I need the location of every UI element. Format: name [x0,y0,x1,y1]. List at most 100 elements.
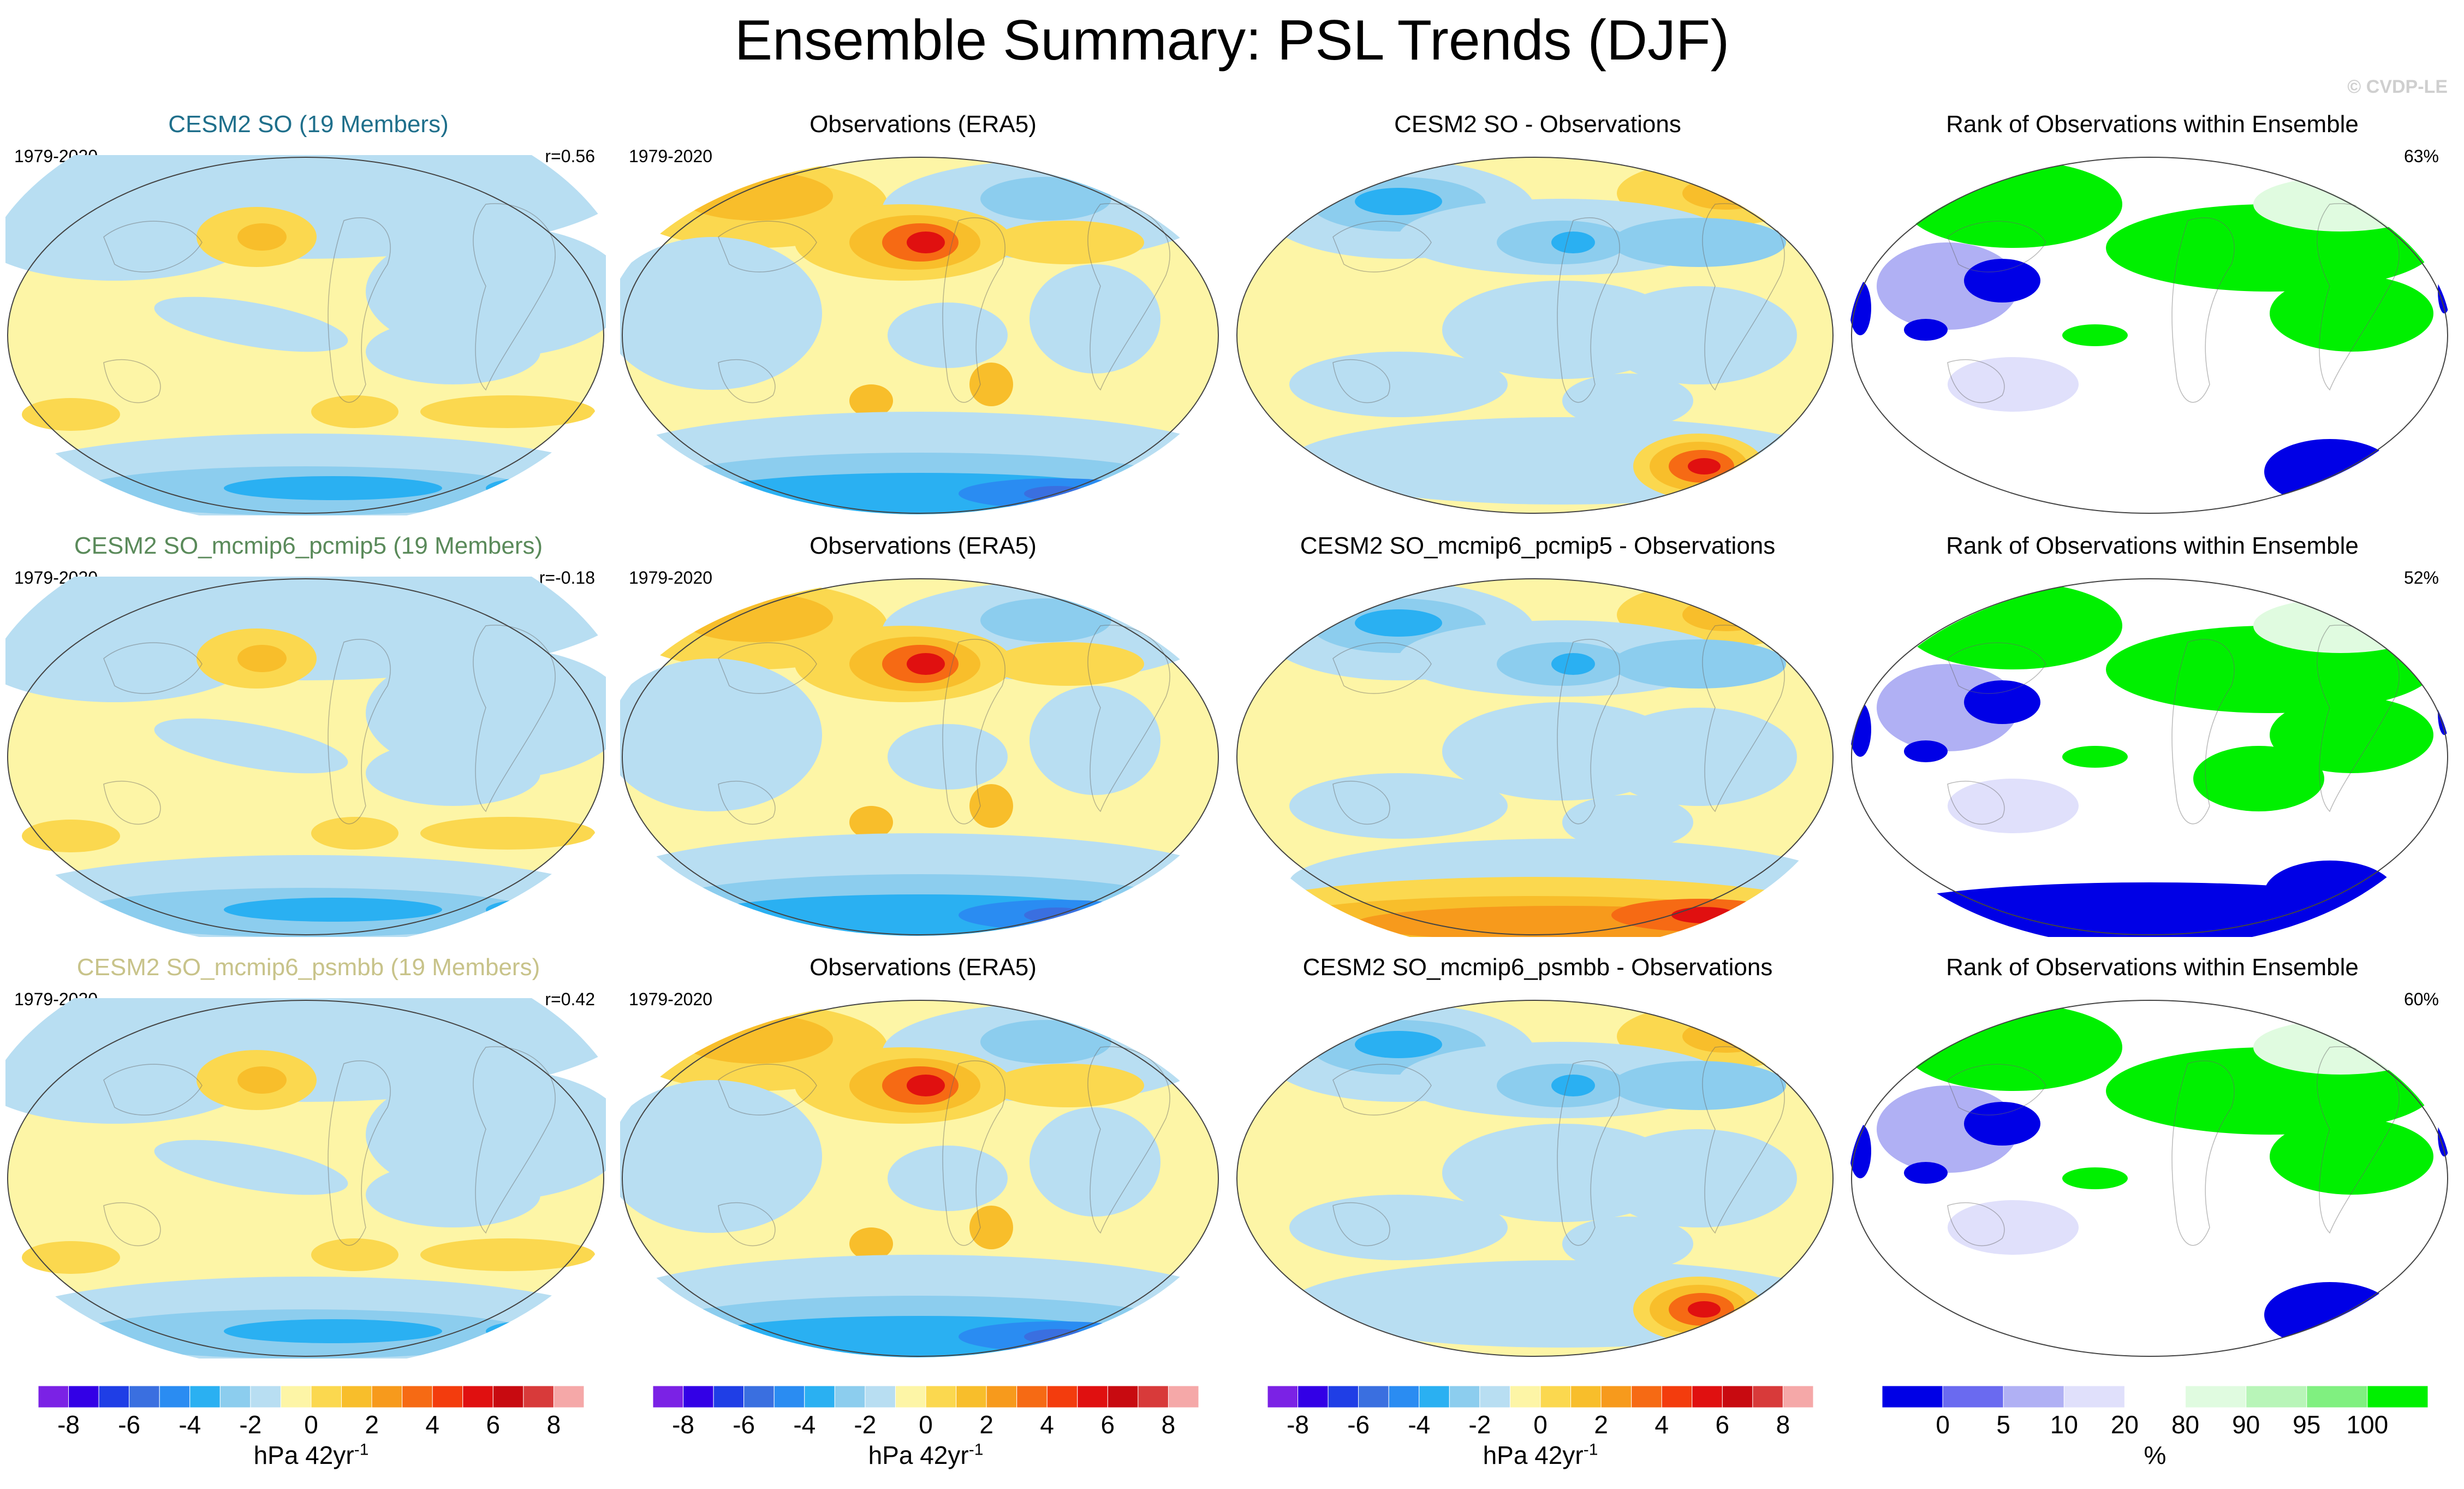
obs-title: Observations (ERA5) [810,111,1037,138]
correlation-label: r=-0.18 [539,568,595,588]
colorbar-swatch [1540,1385,1572,1408]
colorbar-swatch [1077,1385,1108,1408]
colorbar-tick-label: -8 [57,1410,80,1439]
colorbar-swatch [523,1385,554,1408]
map-area [1849,998,2455,1367]
diff-panel-row-3: CESM2 SO_mcmip6_psmbb - Observations [1235,952,1841,1367]
colorbar-swatch [402,1385,433,1408]
rank-map-1 [1849,157,2451,514]
rank-title: Rank of Observations within Ensemble [1946,532,2359,559]
colorbar-swatch [1388,1385,1420,1408]
colorbar-tick-label: 6 [486,1410,501,1439]
colorbar-tick-label: 8 [1776,1410,1790,1439]
map-area [604,998,1231,1367]
model-panel-row-3: CESM2 SO_mcmip6_psmbb (19 Members) 1979-2… [0,938,633,1369]
colorbar-units-label: hPa 42yr-1 [868,1440,984,1469]
colorbar-swatch [834,1385,866,1408]
colorbar-swatch [2306,1385,2368,1408]
rank-map-3 [1849,1000,2451,1357]
colorbar-tick-label: -6 [733,1410,755,1439]
correlation-label: r=0.42 [545,989,595,1009]
colorbar-units-label: hPa 42yr-1 [253,1440,369,1469]
colorbar-swatch [804,1385,835,1408]
obs-title: Observations (ERA5) [810,954,1037,981]
colorbar-swatch [219,1385,251,1408]
colorbar-tick-label: 10 [2050,1410,2078,1439]
model-title: CESM2 SO_mcmip6_pcmip5 (19 Members) [74,532,543,559]
colorbar-tick-label: -6 [1347,1410,1370,1439]
colorbar-tick-label: -6 [118,1410,141,1439]
colorbar-swatch [2063,1385,2125,1408]
trend-colorbar: -8 -6 -4 -2 0 2 4 6 8 hPa 42yr-1 [652,1385,1199,1484]
model-title: CESM2 SO_mcmip6_psmbb (19 Members) [76,954,540,981]
rank-colorbar: 0 5 10 20 80 90 95 100% [1882,1385,2429,1484]
colorbar-swatch [462,1385,493,1408]
colorbar-swatch [895,1385,926,1408]
map-area [1849,155,2455,524]
colorbar-swatch [1631,1385,1662,1408]
colorbar-swatch [683,1385,714,1408]
colorbar-swatch [1752,1385,1783,1408]
colorbar-swatch [1328,1385,1359,1408]
colorbar-swatch [652,1385,684,1408]
colorbar-tick-label: 0 [919,1410,933,1439]
colorbar-swatch [1479,1385,1510,1408]
colorbar-swatch [1782,1385,1814,1408]
trend-colorbar: -8 -6 -4 -2 0 2 4 6 8 hPa 42yr-1 [38,1385,585,1484]
colorbar-swatch [1298,1385,1329,1408]
colorbar-tick-label: -2 [1468,1410,1491,1439]
colorbar-swatch [1168,1385,1199,1408]
rank-percent: 52% [2403,568,2439,588]
map-area [0,95,633,526]
model-title: CESM2 SO (19 Members) [168,111,449,138]
colorbar-swatch [1882,1385,1943,1408]
colorbar-tick-label: 0 [304,1410,318,1439]
colorbar-swatches [652,1385,1199,1408]
colorbar-swatch [311,1385,342,1408]
colorbar-tick-label: 4 [1040,1410,1055,1439]
colorbar-swatch [1358,1385,1389,1408]
colorbar-tick-label: 2 [979,1410,993,1439]
map-area [1235,155,1841,524]
colorbar-swatch [1600,1385,1632,1408]
colorbar-tick-label: -4 [793,1410,816,1439]
obs-map-3 [604,1000,1231,1357]
rank-title: Rank of Observations within Ensemble [1946,954,2359,981]
colorbar-swatch [371,1385,403,1408]
map-area [1235,998,1841,1367]
colorbar-swatch [713,1385,745,1408]
colorbar-tick-label: 80 [2171,1410,2200,1439]
colorbar-units-label: hPa 42yr-1 [1483,1440,1598,1469]
colorbar-tick-label: 2 [365,1410,379,1439]
colorbar-swatch [280,1385,312,1408]
colorbar-tick-label: -4 [1408,1410,1431,1439]
colorbar-tick-label: -8 [672,1410,694,1439]
colorbar-tick-label: 6 [1715,1410,1730,1439]
diff-title: CESM2 SO - Observations [1394,111,1681,138]
colorbar-tick-label: 95 [2293,1410,2321,1439]
colorbar-tick-label: 2 [1594,1410,1608,1439]
colorbar-tick-label: 0 [1936,1410,1950,1439]
colorbar-swatch [925,1385,957,1408]
colorbar-tick-label: 8 [546,1410,561,1439]
colorbar-swatch [2246,1385,2307,1408]
obs-title: Observations (ERA5) [810,532,1037,559]
obs-panel-row-2: Observations (ERA5) 1979-2020 [604,531,1231,946]
map-area [0,517,633,948]
period-label: 1979-2020 [629,568,713,588]
map-area [0,938,633,1369]
colorbar-swatch [1661,1385,1693,1408]
colorbar-swatch [98,1385,130,1408]
colorbar-swatch [1046,1385,1078,1408]
rank-title: Rank of Observations within Ensemble [1946,111,2359,138]
diff-panel-row-1: CESM2 SO - Observations [1235,109,1841,524]
colorbar-swatch [1419,1385,1450,1408]
colorbar-tick-label: 6 [1100,1410,1115,1439]
obs-map-1 [604,157,1231,514]
colorbar-swatch [1449,1385,1480,1408]
map-area [1229,577,1841,953]
rank-panel-row-2: Rank of Observations within Ensemble 52% [1849,531,2455,948]
colorbar-swatch [956,1385,987,1408]
map-area [604,155,1231,524]
diff-map-1 [1236,157,1835,514]
